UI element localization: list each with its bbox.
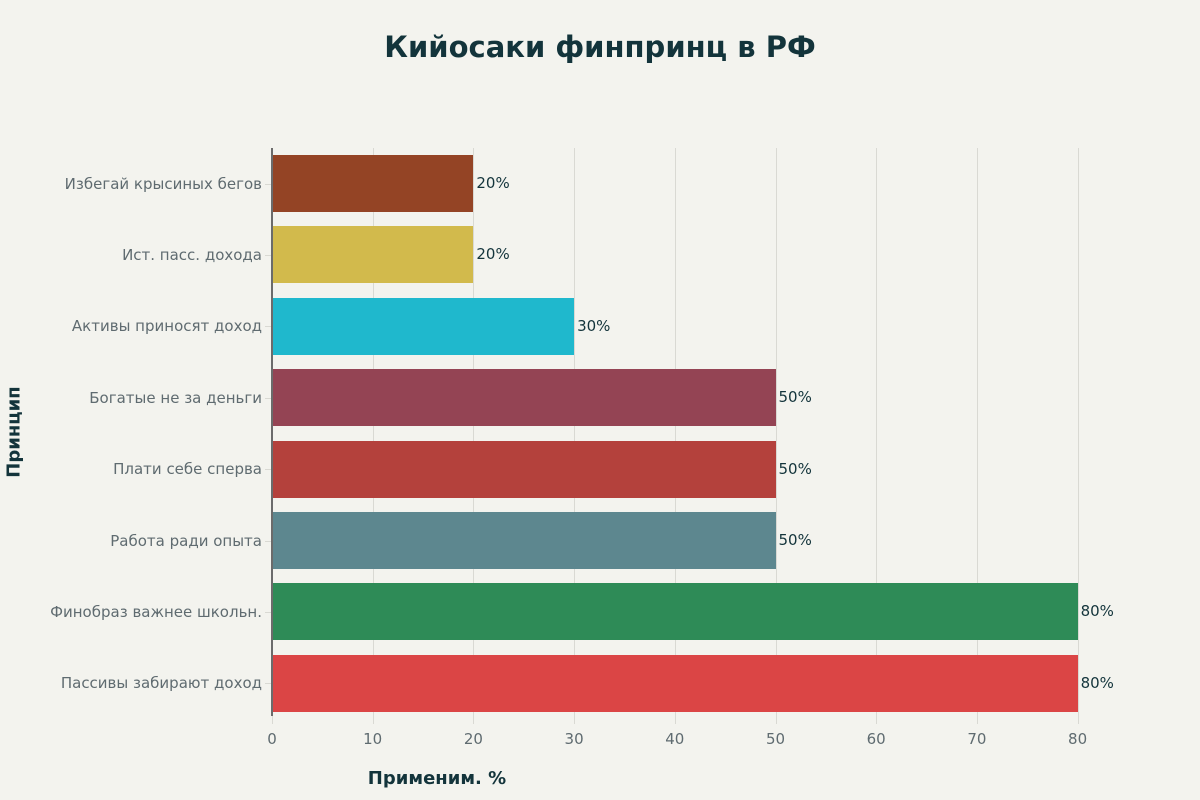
- gridline: [976, 148, 978, 716]
- gridline: [876, 148, 878, 716]
- gridline: [775, 148, 777, 716]
- bar-value-label: 50%: [778, 459, 812, 478]
- x-tick-label: 30: [564, 730, 584, 748]
- y-tick-mark: [265, 254, 271, 256]
- y-tick-mark: [265, 183, 271, 185]
- x-tick-label: 0: [267, 730, 277, 748]
- plot-area: 20% 20% 30% 50% 50% 50% 80% 80%: [272, 148, 1114, 716]
- bar-value-label: 20%: [476, 174, 510, 192]
- x-tick-mark: [876, 716, 878, 724]
- bar: [272, 583, 1078, 641]
- y-tick-label: Богатые не за деньги: [89, 388, 262, 407]
- gridline: [1077, 148, 1079, 716]
- y-tick-label: Финобраз важнее школьн.: [50, 602, 262, 621]
- y-axis-line: [271, 148, 273, 716]
- y-tick-label: Работа ради опыта: [110, 531, 262, 550]
- gridline: [473, 148, 475, 716]
- x-tick-mark: [976, 716, 978, 724]
- bar-value-label: 30%: [577, 316, 611, 335]
- x-tick-mark: [674, 716, 676, 724]
- x-tick-mark: [473, 716, 475, 724]
- y-tick-mark: [265, 469, 271, 471]
- bar: [272, 369, 776, 427]
- y-tick-mark: [265, 540, 271, 542]
- bar: [272, 226, 474, 284]
- bar: [272, 297, 575, 355]
- x-tick-label: 10: [363, 730, 383, 748]
- bar-value-label: 50%: [778, 388, 812, 407]
- x-tick-label: 70: [967, 730, 987, 748]
- x-tick-mark: [1077, 716, 1079, 724]
- y-tick-label: Активы приносят доход: [71, 317, 262, 336]
- x-tick-label: 60: [866, 730, 886, 748]
- x-tick-mark: [372, 716, 374, 724]
- bar-value-label: 20%: [476, 245, 510, 264]
- bar: [272, 512, 776, 569]
- chart-title: Кийосаки финпринц в РФ: [384, 30, 816, 64]
- y-tick-mark: [265, 683, 271, 685]
- y-tick-label: Пассивы забирают доход: [60, 674, 262, 693]
- y-tick-mark: [265, 611, 271, 613]
- y-tick-mark: [265, 397, 271, 399]
- gridline: [372, 148, 374, 716]
- bar: [272, 654, 1078, 712]
- x-tick-label: 50: [765, 730, 786, 748]
- bar-value-label: 80%: [1080, 673, 1114, 692]
- x-tick-label: 40: [665, 730, 685, 748]
- x-tick-mark: [775, 716, 777, 724]
- y-tick-label: Плати себе сперва: [113, 460, 262, 479]
- gridline: [574, 148, 576, 716]
- gridline: [674, 148, 676, 716]
- x-axis-label: Применим. %: [367, 768, 507, 789]
- x-tick-label: 80: [1068, 730, 1088, 748]
- y-tick-mark: [265, 326, 271, 328]
- bar: [272, 155, 474, 212]
- x-tick-mark: [574, 716, 576, 724]
- bar: [272, 440, 776, 498]
- bar-value-label: 80%: [1080, 602, 1114, 621]
- x-tick-mark: [272, 716, 273, 724]
- x-tick-label: 20: [463, 730, 483, 748]
- y-tick-label: Ист. пасс. дохода: [122, 245, 262, 264]
- y-tick-label: Избегай крысиных бегов: [64, 174, 262, 193]
- y-axis-label: Принцип: [3, 386, 25, 478]
- bar-value-label: 50%: [778, 531, 812, 549]
